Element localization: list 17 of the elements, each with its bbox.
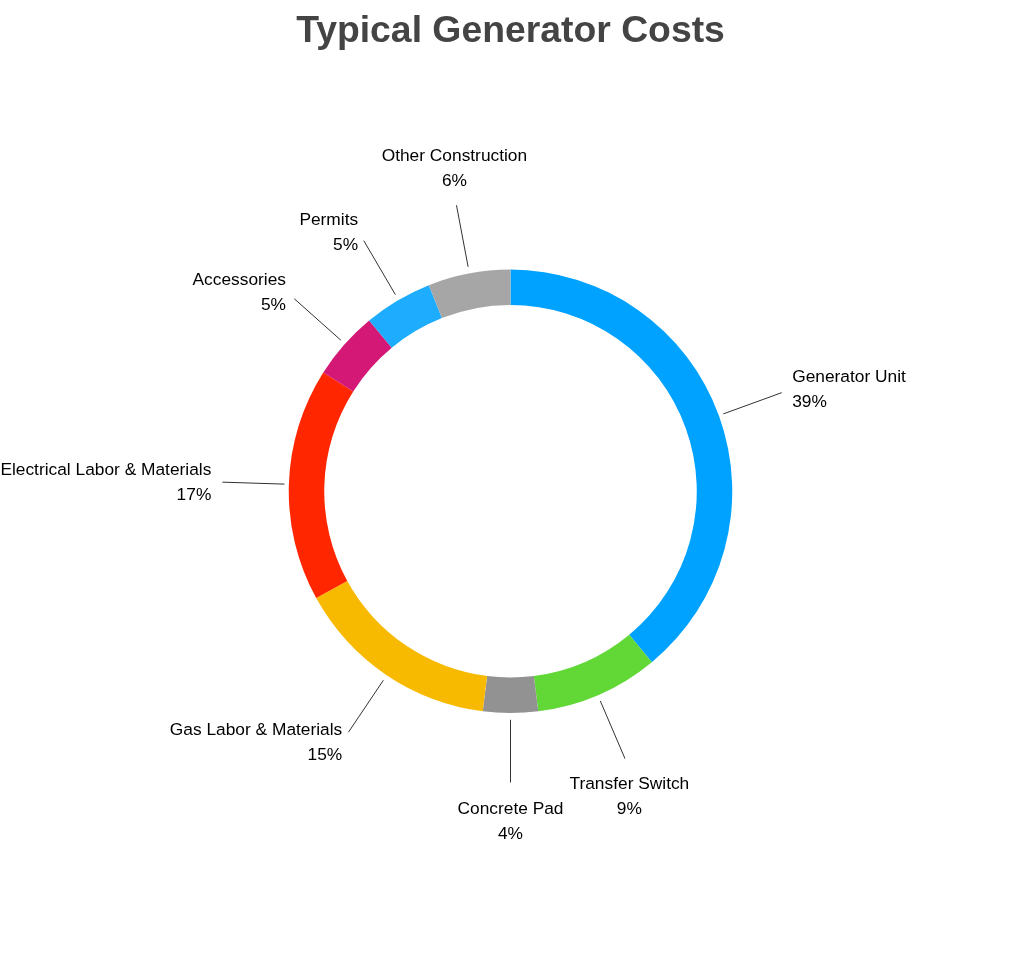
data-label: 17% [176,484,212,505]
slice-label: Accessories [192,268,287,289]
data-label: 9% [616,798,642,819]
slice-label: Generator Unit [792,366,906,387]
data-label: 39% [792,391,827,412]
slice-label: Permits [299,208,359,229]
slice-label: Electrical Labor & Materials [0,459,212,480]
slice-label: Concrete Pad [457,798,564,819]
data-label: 4% [497,823,524,844]
data-label: 6% [441,169,467,190]
slice-label: Gas Labor & Materials [169,718,343,739]
data-label: 5% [333,233,359,254]
data-label: 5% [260,293,286,314]
slice-label: Transfer Switch [569,773,690,794]
data-label: 15% [307,743,343,764]
chart-title: Typical Generator Costs [296,7,725,50]
slice-label: Other Construction [381,144,528,165]
